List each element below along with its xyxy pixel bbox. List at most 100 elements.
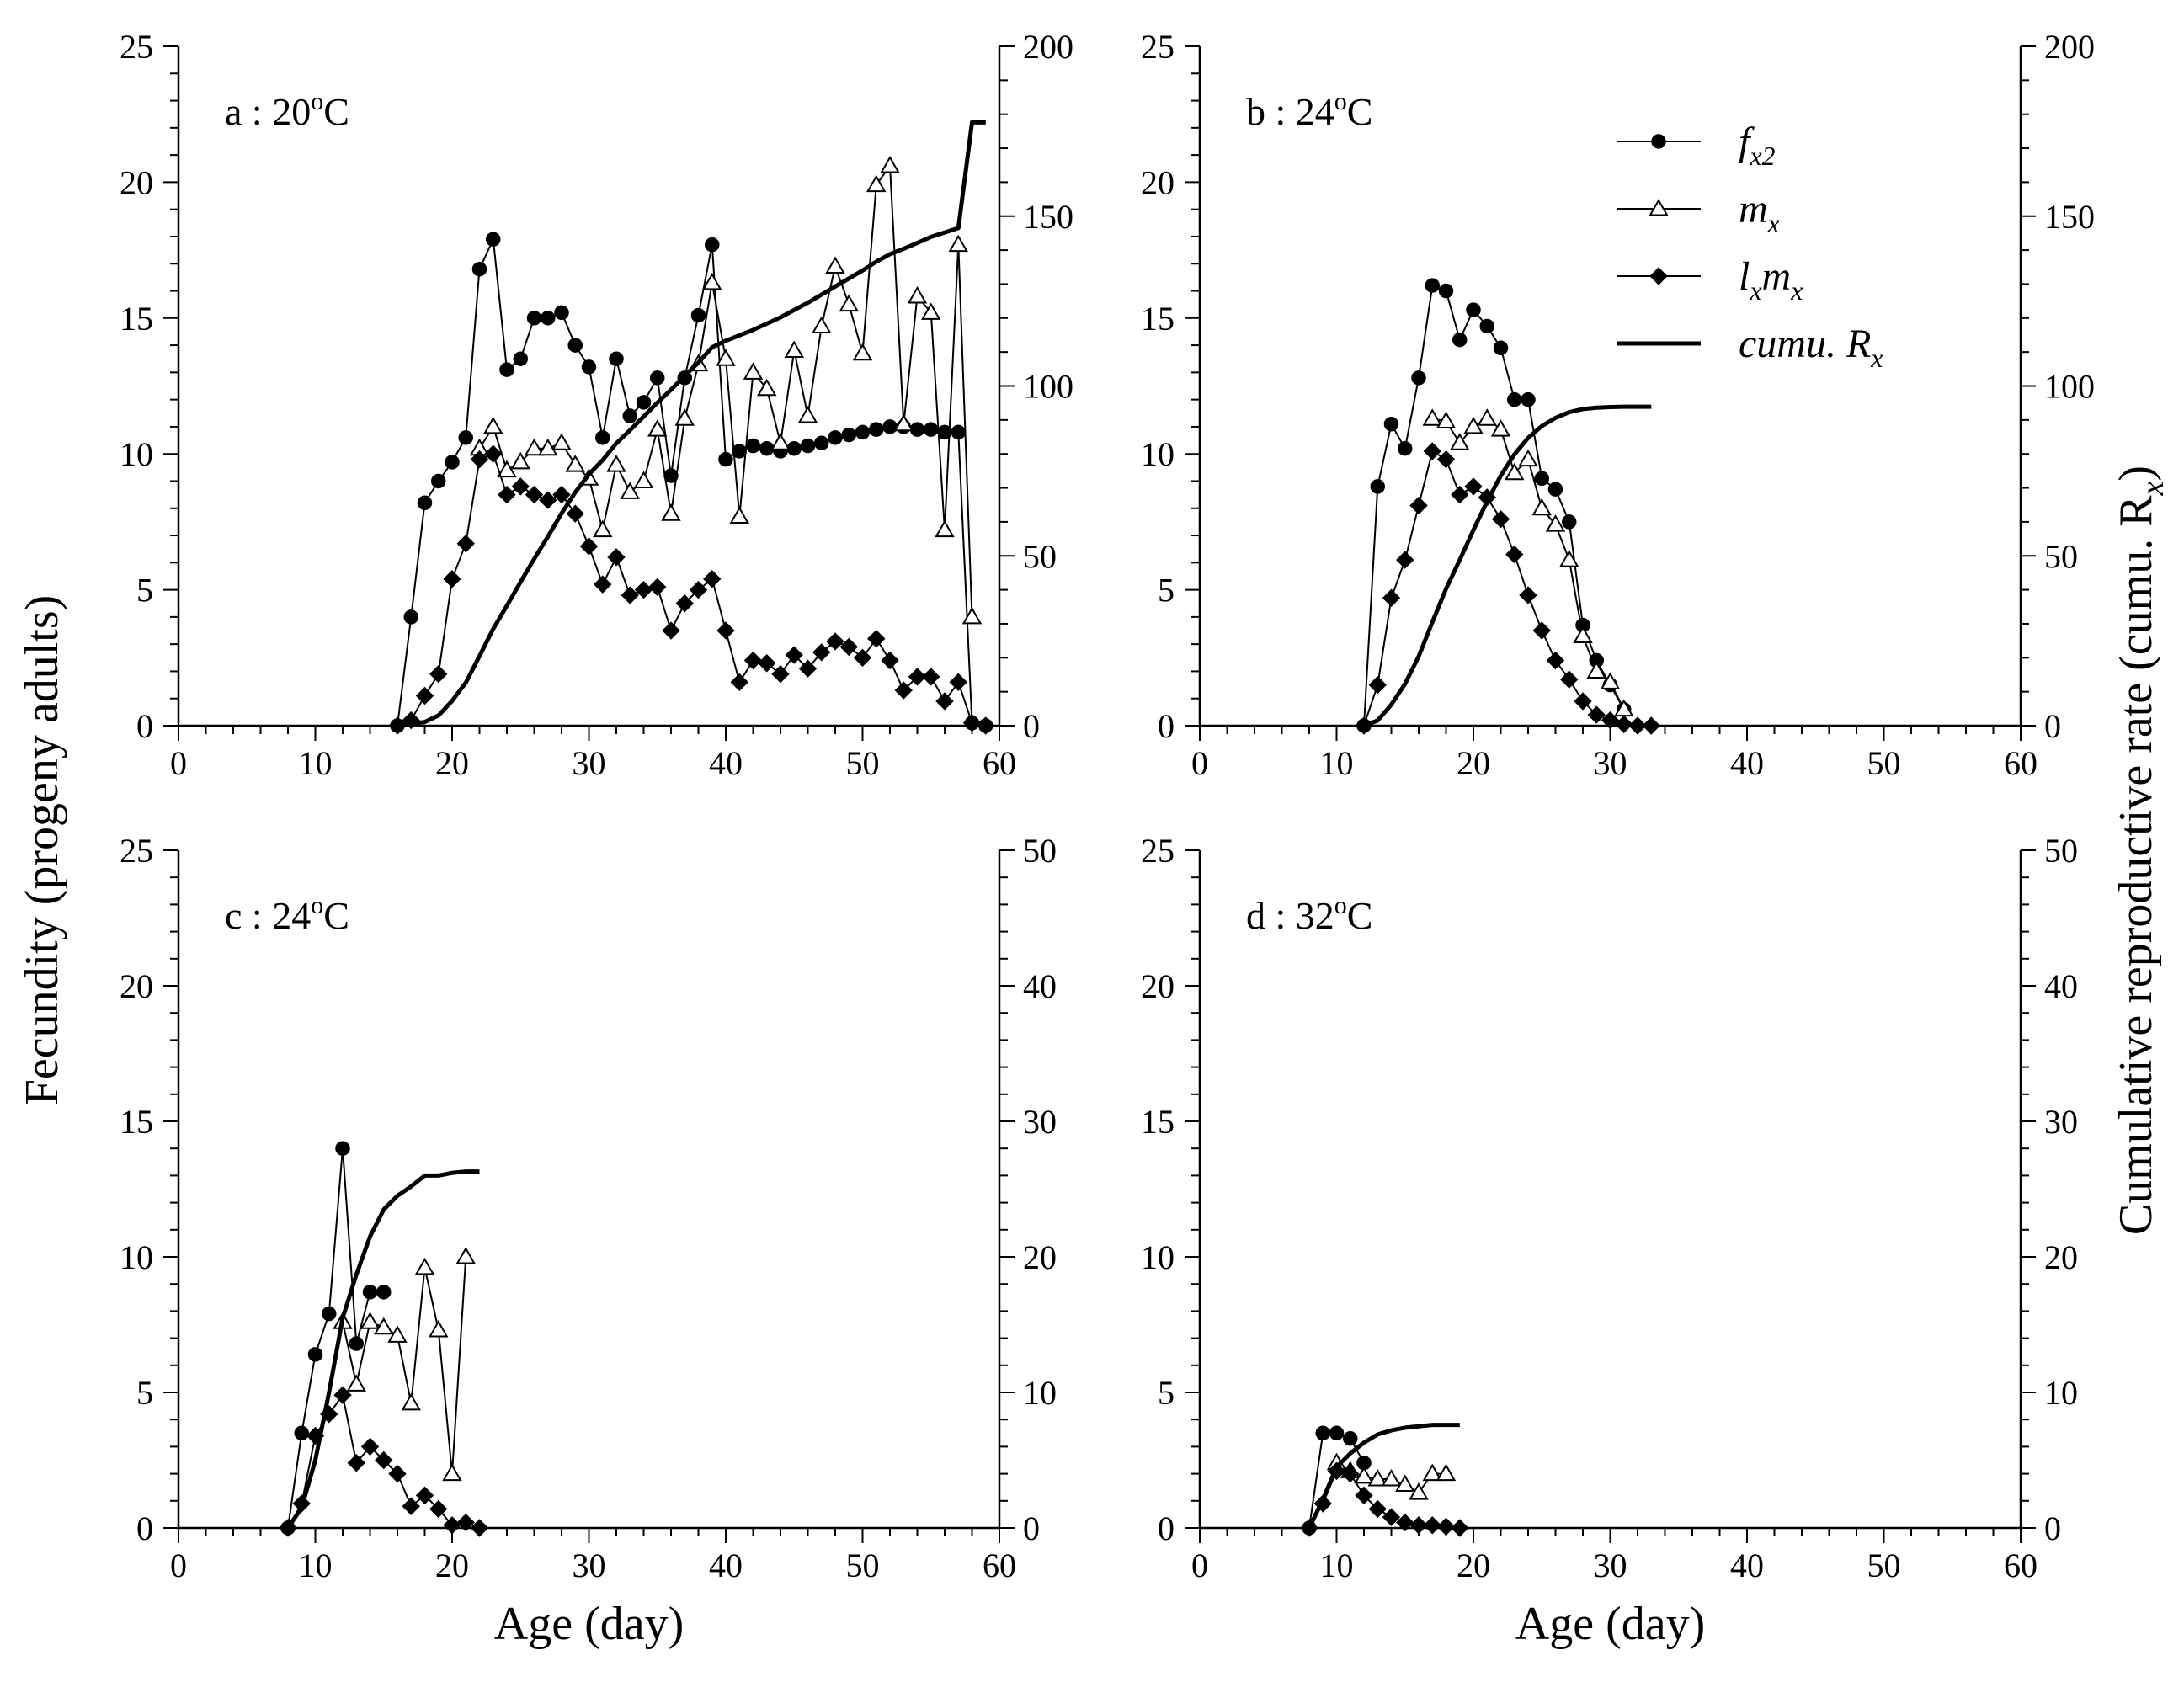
data-point-lxmx [1355,1486,1373,1505]
data-point-lxmx [429,1499,448,1519]
x-tick-label: 60 [983,744,1016,782]
data-point-mx [1518,449,1538,467]
data-point-lxmx [1382,588,1401,607]
data-point-lxmx [539,491,557,509]
data-point-lxmx [1491,509,1510,529]
y-right-tick-label: 50 [1023,832,1057,870]
data-point-lxmx [1464,477,1483,496]
x-tick-label: 20 [1457,1546,1490,1584]
y-right-tick-label: 0 [1023,707,1040,745]
data-point-lxmx [347,1454,365,1472]
data-point-mx [812,316,832,333]
data-point-mx [483,416,503,434]
data-point-mx [647,419,668,437]
data-point-fx2 [786,440,802,456]
data-point-lxmx [333,1386,352,1404]
legend: fx2 mx lxmx cumu. Rx [1617,120,1883,373]
y-right-tick-label: 100 [2044,368,2095,406]
legend-marker [1649,267,1668,285]
data-point-lxmx [1519,586,1537,604]
y-right-tick-label: 0 [2044,1509,2061,1547]
data-point-fx2 [541,311,556,326]
data-point-lxmx [689,580,708,599]
data-point-mx [839,294,859,312]
data-point-lxmx [511,477,530,496]
data-point-lxmx [552,485,571,504]
x-tick-label: 10 [1320,744,1354,782]
data-point-lxmx [826,632,844,651]
data-point-fx2 [650,370,665,386]
data-point-fx2 [471,261,487,277]
data-point-fx2 [951,424,966,440]
data-point-mx [1450,433,1470,450]
data-point-mx [524,438,545,456]
data-point-lxmx [853,648,872,668]
x-tick-label: 20 [435,1546,469,1584]
data-point-mx [551,433,572,450]
data-point-fx2 [376,1285,392,1300]
legend-item-mx: mx [1617,187,1780,238]
y-left-tick-label: 10 [1141,1238,1175,1276]
y-right-tick-label: 200 [2044,28,2095,66]
y-right-tick-label: 50 [2044,832,2078,870]
x-tick-label: 30 [573,744,606,782]
y-left-tick-label: 25 [120,28,153,66]
data-point-lxmx [1423,1516,1441,1535]
y-axis-title-right-end: ) [2110,466,2162,482]
x-tick-label: 60 [983,1546,1016,1584]
data-point-fx2 [609,351,624,366]
data-point-lxmx [1615,715,1633,734]
data-point-lxmx [935,692,954,711]
y-left-tick-label: 0 [136,1509,153,1547]
y-right-tick-label: 150 [1023,198,1073,236]
panel-label: d : 32oC [1246,892,1372,937]
data-point-mx [866,174,887,193]
series-line-fx2 [287,1147,384,1529]
data-point-fx2 [445,455,460,470]
data-point-fx2 [690,307,706,323]
data-point-lxmx [703,569,722,588]
data-point-fx2 [349,1336,364,1351]
data-point-lxmx [743,651,763,670]
x-tick-label: 40 [1730,744,1764,782]
data-point-lxmx [579,537,599,556]
data-point-mx [346,1374,366,1392]
data-point-mx [401,1392,421,1411]
panel-label: c : 24oC [225,892,349,937]
data-point-lxmx [771,664,790,684]
series-fx2 [1356,278,1632,733]
data-point-fx2 [1438,283,1454,299]
data-point-mx [1573,625,1593,643]
data-point-lxmx [388,1464,407,1483]
data-point-lxmx [1396,1513,1414,1532]
x-tick-label: 60 [2004,1546,2038,1584]
data-point-lxmx [443,569,461,588]
data-point-lxmx [1642,716,1660,735]
data-point-lxmx [1451,485,1469,504]
data-point-fx2 [1425,278,1440,293]
data-point-mx [1436,411,1457,428]
data-point-mx [852,343,873,361]
data-point-lxmx [1409,1516,1428,1535]
x-axis-title: Age (day) [494,1598,684,1650]
x-tick-label: 40 [709,744,743,782]
data-point-mx [538,438,558,456]
data-point-lxmx [1574,692,1592,711]
x-tick-label: 30 [1594,1546,1627,1584]
data-point-fx2 [595,430,610,445]
x-tick-label: 0 [1191,1546,1208,1584]
series-cumu [1363,404,1652,728]
data-point-fx2 [745,438,761,454]
data-point-mx [948,234,968,253]
y-left-tick-label: 10 [1141,435,1175,473]
data-point-lxmx [648,578,667,597]
data-point-mx [429,1319,449,1338]
data-point-lxmx [1382,1508,1401,1526]
data-point-mx [414,1257,435,1275]
series-line-fx2 [1363,285,1625,727]
